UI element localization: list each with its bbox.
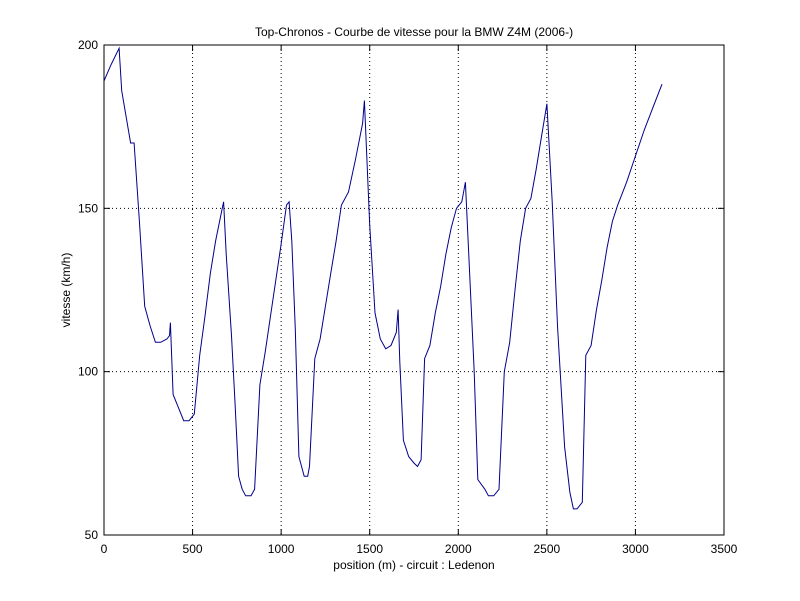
- x-tick-label: 1500: [356, 542, 383, 556]
- x-tick-label: 2500: [534, 542, 561, 556]
- x-tick-label: 2000: [445, 542, 472, 556]
- y-tick-label: 50: [85, 528, 99, 542]
- speed-series-line: [103, 46, 663, 510]
- x-tick-label: 3500: [711, 542, 738, 556]
- y-tick-label: 100: [78, 365, 98, 379]
- plot-area: [104, 45, 724, 535]
- y-tick-label: 200: [78, 38, 98, 52]
- x-tick-label: 0: [101, 542, 108, 556]
- x-tick-label: 3000: [622, 542, 649, 556]
- axis-ticks: [103, 44, 725, 536]
- x-tick-label: 500: [183, 542, 203, 556]
- plot-frame: [103, 44, 725, 536]
- x-tick-label: 1000: [268, 542, 295, 556]
- x-axis-label: position (m) - circuit : Ledenon: [333, 558, 494, 572]
- y-tick-label: 150: [78, 201, 98, 215]
- grid-lines: [104, 45, 724, 535]
- chart-title: Top-Chronos - Courbe de vitesse pour la …: [255, 25, 573, 39]
- tick-labels: 0 500 1000 1500 2000 2500 3000 3500 50 100 150 200: [78, 38, 738, 556]
- y-axis-label: vitesse (km/h): [59, 253, 73, 328]
